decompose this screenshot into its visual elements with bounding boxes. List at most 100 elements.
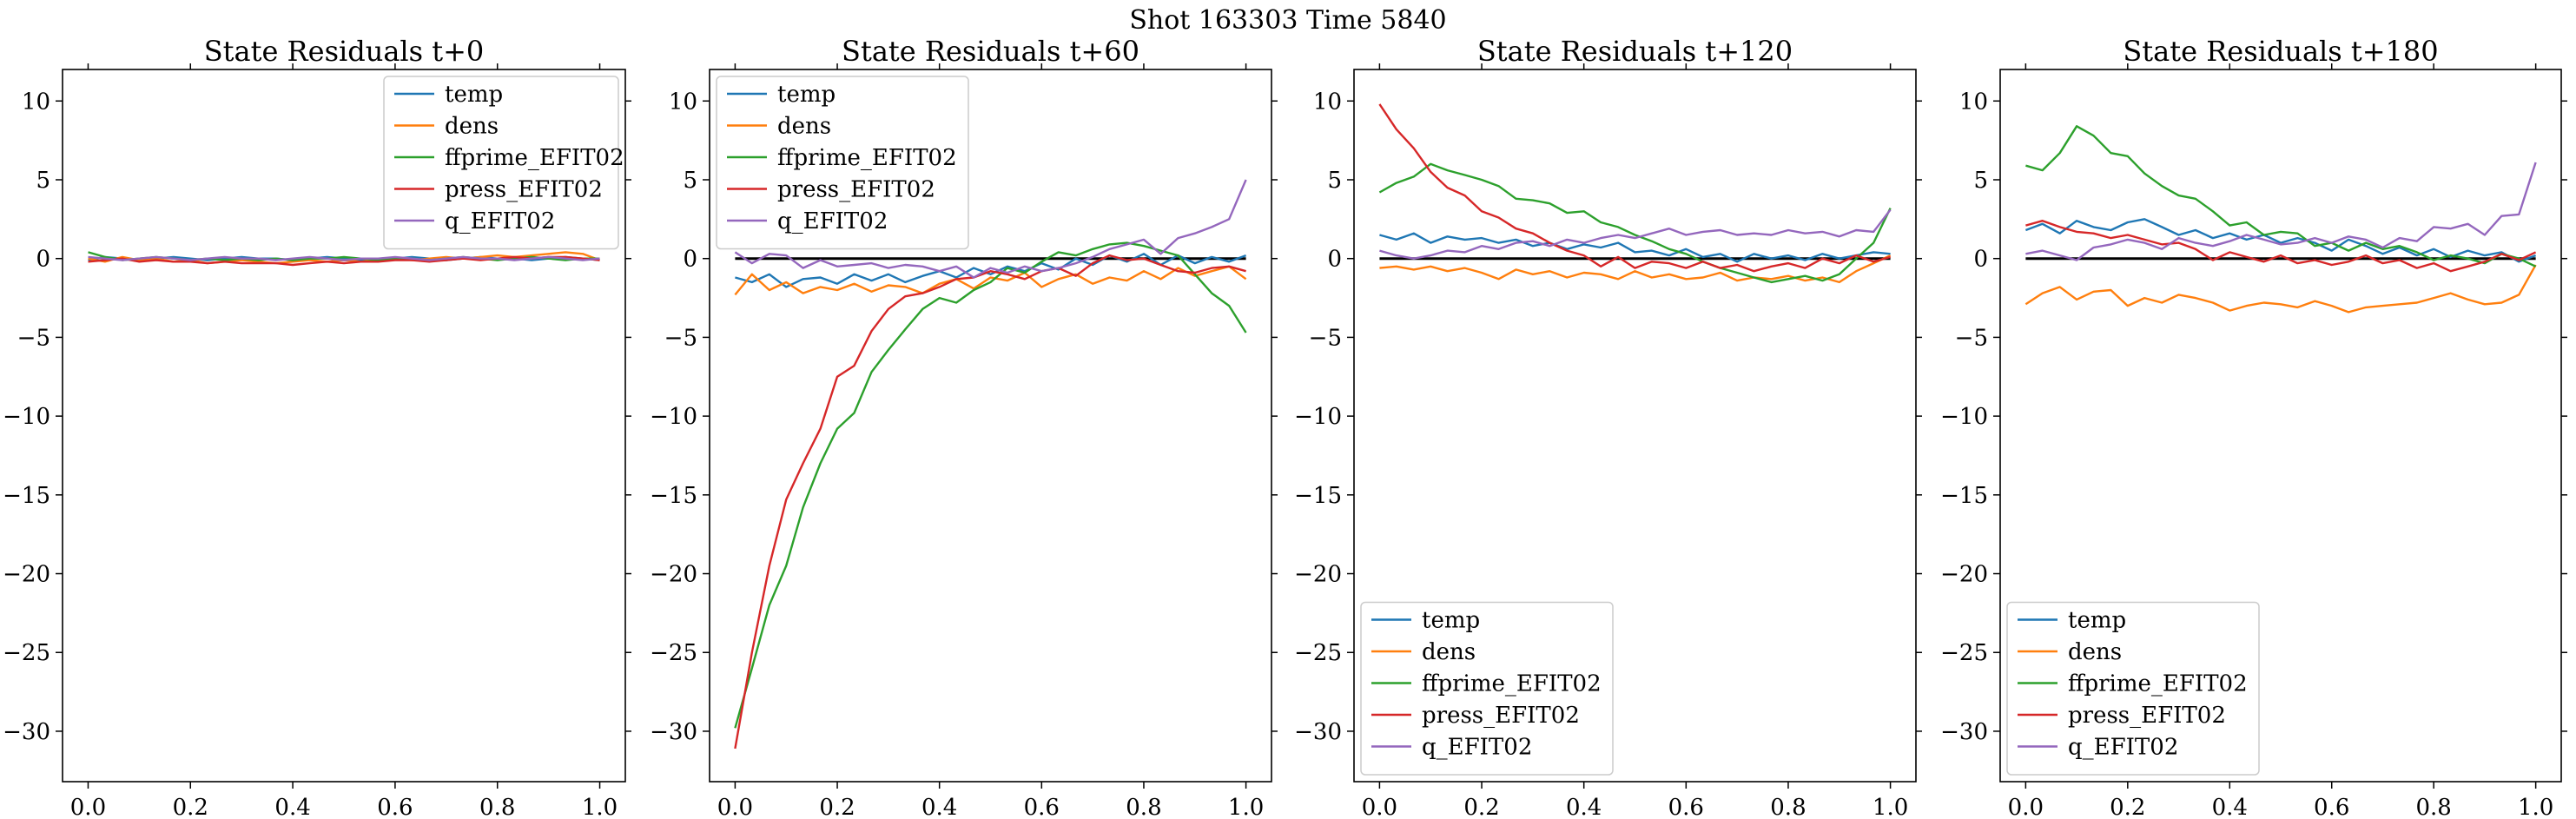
legend: temp dens ffprime_EFIT02 press_EFIT02 q_EFIT…	[1360, 601, 1614, 776]
x-tick-label: 0.2	[173, 795, 208, 819]
legend-label: q_EFIT02	[777, 208, 888, 234]
y-tick-label: 5	[683, 168, 697, 194]
series-line-dens	[2024, 264, 2537, 314]
y-tick-label: −20	[650, 562, 697, 588]
panel-title: State Residuals t+120	[1477, 35, 1793, 68]
x-tick-label: 0.0	[1362, 795, 1397, 819]
x-tick-label: 0.4	[921, 795, 957, 819]
y-tick-label: −25	[1940, 640, 1988, 666]
x-tick-label: 0.8	[2416, 795, 2452, 819]
y-tick-label: 0	[1327, 247, 1342, 273]
x-tick-label: 1.0	[1228, 795, 1264, 819]
y-tick-label: −20	[1940, 562, 1988, 588]
legend-label: q_EFIT02	[2068, 735, 2178, 761]
x-tick-label: 0.6	[2314, 795, 2349, 819]
panel-2: State Residuals t+60 0.0 0.2 0.4 0.6 0.8 1.0 10…	[650, 35, 1278, 819]
axes-frame	[709, 69, 1272, 783]
legend-label: dens	[2068, 639, 2122, 665]
x-tick-label: 1.0	[2518, 795, 2553, 819]
x-tick-label: 0.2	[819, 795, 855, 819]
legend: temp dens ffprime_EFIT02 press_EFIT02 q_EFIT…	[383, 76, 624, 250]
y-tick-label: −30	[3, 719, 50, 745]
legend-label: press_EFIT02	[445, 177, 603, 203]
y-tick-label: −5	[1955, 325, 1988, 351]
y-tick-label: 0	[1973, 247, 1988, 273]
x-tick-label: 0.8	[1770, 795, 1806, 819]
axes-frame	[1999, 69, 2562, 783]
y-tick-label: 10	[22, 89, 50, 115]
y-tick-label: 10	[1959, 89, 1988, 115]
x-tick-label: 0.4	[2212, 795, 2248, 819]
y-tick-label: −10	[1940, 404, 1988, 430]
y-tick-label: 0	[683, 247, 697, 273]
legend: temp dens ffprime_EFIT02 press_EFIT02 q_EFIT…	[716, 76, 969, 250]
legend-label: temp	[445, 82, 503, 108]
axes-frame	[62, 69, 626, 783]
y-tick-label: −10	[1294, 404, 1342, 430]
axes-frame	[1353, 69, 1917, 783]
legend-label: press_EFIT02	[1422, 703, 1580, 729]
legend-label: q_EFIT02	[445, 208, 555, 234]
legend-label: dens	[777, 114, 831, 140]
series-line-press-efit02	[2025, 219, 2537, 273]
legend-label: press_EFIT02	[2068, 703, 2226, 729]
y-tick-label: −5	[1309, 325, 1342, 351]
legend-label: temp	[777, 82, 836, 108]
x-tick-label: 1.0	[582, 795, 618, 819]
y-tick-label: 5	[1973, 168, 1988, 194]
series-line-q-efit02	[88, 255, 600, 261]
panel-1: State Residuals t+0 0.0 0.2 0.4 0.6 0.8 1.0 10 5…	[3, 35, 631, 819]
y-tick-label: −25	[650, 640, 697, 666]
legend-label: q_EFIT02	[1422, 735, 1532, 761]
legend-label: ffprime_EFIT02	[2068, 671, 2248, 697]
x-tick-label: 0.2	[1463, 795, 1499, 819]
series-line-dens	[734, 265, 1247, 296]
y-tick-label: −30	[1294, 719, 1342, 745]
y-tick-label: −20	[3, 562, 50, 588]
y-tick-label: −10	[3, 404, 50, 430]
x-tick-label: 0.6	[1668, 795, 1704, 819]
x-tick-label: 0.8	[479, 795, 515, 819]
y-tick-label: 0	[36, 247, 50, 273]
x-tick-label: 0.4	[274, 795, 310, 819]
y-tick-label: −10	[650, 404, 697, 430]
panel-3: State Residuals t+120 0.0 0.2 0.4 0.6 0.8 1.0 1…	[1294, 35, 1922, 819]
series-line-q-efit02	[734, 179, 1247, 279]
y-tick-label: −15	[1294, 483, 1342, 509]
series-line-ffprime-efit02	[2025, 125, 2537, 267]
legend-label: temp	[1422, 608, 1480, 634]
series-line-temp	[1379, 232, 1891, 263]
legend-label: dens	[445, 114, 499, 140]
legend-label: ffprime_EFIT02	[445, 145, 624, 171]
y-tick-label: 10	[1313, 89, 1342, 115]
y-tick-label: −30	[1940, 719, 1988, 745]
y-tick-label: −25	[3, 640, 50, 666]
x-tick-label: 0.6	[1024, 795, 1060, 819]
series-line-q-efit02	[1379, 208, 1892, 260]
legend: temp dens ffprime_EFIT02 press_EFIT02 q_EFIT…	[2006, 601, 2260, 776]
legend-label: ffprime_EFIT02	[777, 145, 957, 171]
legend-box	[1360, 601, 1614, 776]
legend-box	[383, 76, 619, 250]
series-line-press-efit02	[734, 254, 1246, 750]
panel-4: State Residuals t+180 0.0 0.2 0.4 0.6 0.8 1.0 1…	[1940, 35, 2567, 819]
panel-title: State Residuals t+60	[842, 35, 1139, 68]
legend-box	[716, 76, 969, 250]
y-tick-label: 5	[36, 168, 50, 194]
y-tick-label: −5	[17, 325, 50, 351]
panel-title: State Residuals t+0	[204, 35, 485, 68]
x-tick-label: 0.4	[1566, 795, 1602, 819]
figure-title: Shot 163303 Time 5840	[1129, 5, 1446, 36]
panel-title: State Residuals t+180	[2123, 35, 2438, 68]
y-tick-label: 5	[1327, 168, 1342, 194]
x-tick-label: 0.6	[377, 795, 413, 819]
series-line-ffprime-efit02	[734, 241, 1247, 729]
y-tick-label: −30	[650, 719, 697, 745]
x-tick-label: 0.8	[1126, 795, 1161, 819]
legend-label: ffprime_EFIT02	[1422, 671, 1602, 697]
x-tick-label: 0.2	[2110, 795, 2145, 819]
x-tick-label: 0.0	[2008, 795, 2044, 819]
series-line-press-efit02	[88, 255, 600, 267]
series-line-ffprime-efit02	[1378, 162, 1892, 284]
